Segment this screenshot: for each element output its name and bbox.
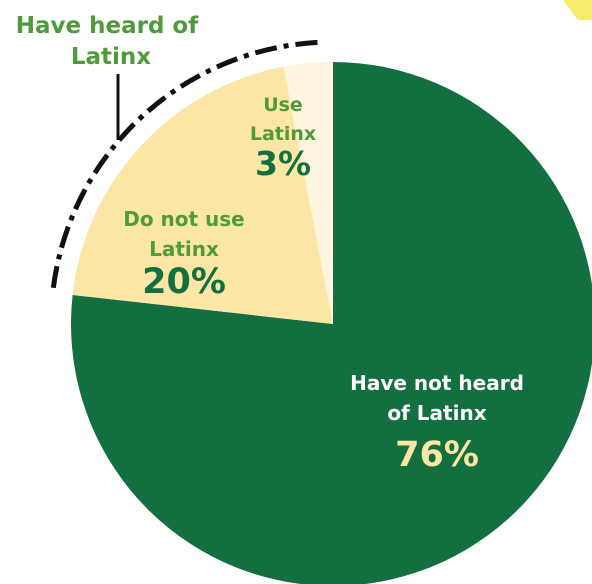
slice-label-3-line-1: Use [263,94,303,116]
slice-labels: Have not heard of Latinx 76% Do not use Lati… [123,94,524,475]
pie-slices [71,62,592,584]
have-heard-bracket-arc [50,39,324,289]
have-heard-annotation-line-1: Have heard of [16,13,199,39]
slice-value-3: 3% [255,144,311,183]
slice-label-3: Use Latinx 3% [250,94,316,183]
have-heard-annotation-line-2: Latinx [71,44,151,70]
corner-accent-shape [563,0,592,20]
have-heard-annotation: Have heard of Latinx [16,13,207,70]
pie-slice-3 [283,62,333,324]
slice-label-1: Have not heard of Latinx 76% [350,371,524,475]
slice-label-3-line-2: Latinx [250,123,316,145]
slice-label-1-line-1: Have not heard [350,371,524,395]
slice-label-2-line-1: Do not use [123,207,245,231]
slice-label-2: Do not use Latinx 20% [123,207,245,302]
slice-value-1: 76% [395,435,479,475]
slice-value-2: 20% [142,262,226,302]
pie-slice-2 [72,66,333,324]
slice-label-2-line-2: Latinx [149,237,219,261]
pie-slice-1 [71,62,592,584]
slice-label-1-line-2: of Latinx [387,401,486,425]
